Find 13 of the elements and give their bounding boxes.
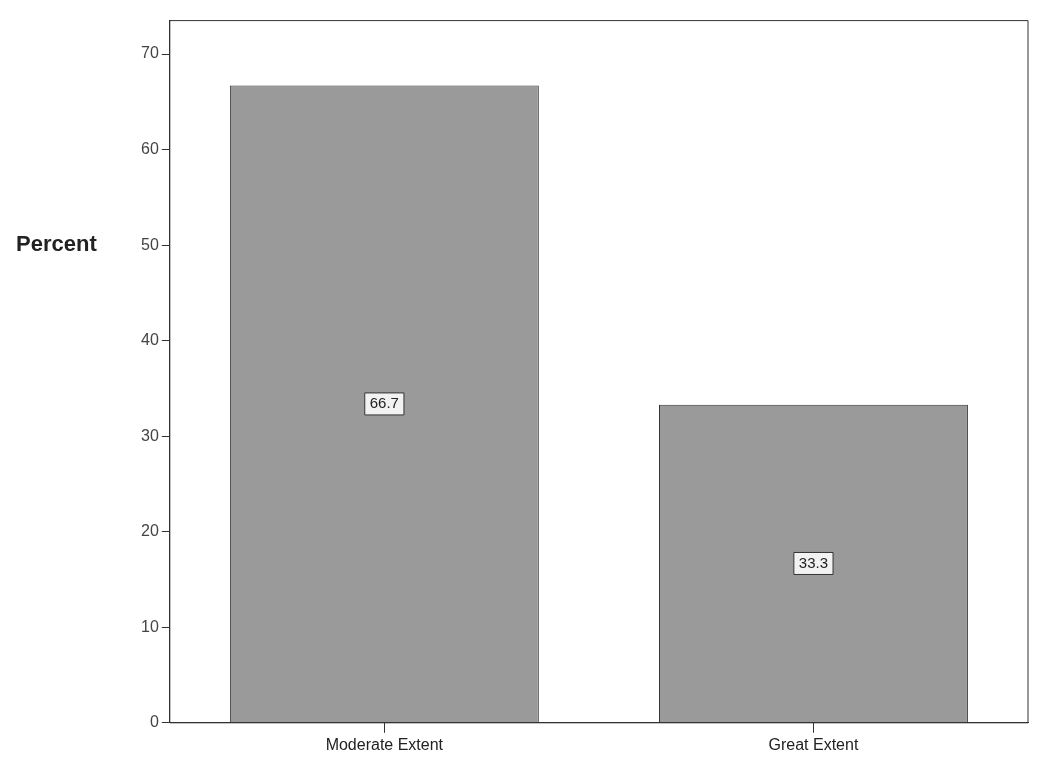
y-tick-label: 70 xyxy=(141,44,159,62)
y-tick-label: 30 xyxy=(141,426,159,444)
y-axis-title: Percent xyxy=(16,231,98,257)
y-tick-label: 0 xyxy=(149,713,159,731)
y-tick-label: 50 xyxy=(141,235,159,253)
y-tick-label: 20 xyxy=(141,522,159,540)
x-tick-label: Moderate Extent xyxy=(325,735,444,753)
y-tick-label: 60 xyxy=(141,139,159,157)
data-label: 33.3 xyxy=(798,553,829,571)
x-tick-label: Great Extent xyxy=(768,735,859,753)
data-label: 66.7 xyxy=(369,394,399,412)
y-tick-label: 40 xyxy=(141,331,159,349)
y-tick-label: 10 xyxy=(141,617,159,635)
